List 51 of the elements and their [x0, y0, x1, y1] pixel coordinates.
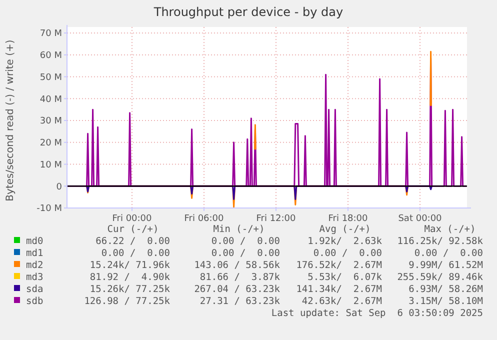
text: 176.52k/ 2.67M [296, 260, 382, 271]
y-tick-label: 30 M [40, 116, 62, 127]
text: Last update: Sat Sep 6 03:50:09 2025 [271, 308, 483, 319]
text: 0.00 / 0.00 [211, 248, 280, 259]
text: 81.66 / 3.87k [200, 272, 280, 283]
text: 15.26k/ 77.25k [90, 284, 170, 295]
text: 116.25k/ 92.58k [397, 236, 484, 247]
text: 255.59k/ 89.46k [397, 272, 484, 283]
text: 6.93M/ 58.26M [408, 284, 484, 295]
y-tick-label: 20 M [40, 138, 62, 149]
text: Max (-/+) [424, 224, 476, 235]
text: 0.00 / 0.00 [414, 248, 484, 259]
text: 143.06 / 58.56k [194, 260, 280, 271]
y-tick-label: 40 M [40, 94, 62, 105]
legend-label: md2 [26, 260, 44, 271]
text: 5.53k/ 6.07k [308, 272, 382, 283]
x-tick-label: Sat 00:00 [398, 214, 442, 224]
x-tick-label: Fri 00:00 [112, 214, 152, 224]
text: Cur (-/+) [107, 224, 159, 235]
x-tick-label: Fri 18:00 [328, 214, 368, 224]
x-tick-label: Fri 06:00 [184, 214, 224, 224]
y-tick-label: 50 M [40, 72, 62, 83]
text: Min (-/+) [213, 224, 265, 235]
y-tick-label: 70 M [40, 29, 62, 40]
y-axis-title: Bytes/second read (-) / write (+) [5, 40, 16, 202]
legend-label: md1 [26, 248, 44, 259]
y-tick-label: -10 M [36, 204, 62, 214]
text: 0.00 / 0.00 [101, 248, 170, 259]
legend-label: sda [26, 284, 44, 295]
text: 126.98 / 77.25k [84, 296, 170, 307]
text: 3.15M/ 58.10M [408, 296, 484, 307]
text: 141.34k/ 2.67M [296, 284, 382, 295]
legend-label: md0 [26, 236, 44, 247]
y-tick-label: 60 M [40, 51, 62, 62]
x-tick-label: Fri 12:00 [256, 214, 296, 224]
text: 81.92 / 4.90k [90, 272, 170, 283]
legend-label: sdb [26, 296, 44, 307]
text: 267.04 / 63.23k [194, 284, 280, 295]
text: 1.92k/ 2.63k [308, 236, 382, 247]
legend-label: md3 [26, 272, 44, 283]
y-tick-label: 0 [56, 182, 62, 192]
y-tick-label: 10 M [40, 160, 62, 170]
text: 27.31 / 63.23k [200, 296, 280, 307]
text: 0.00 / 0.00 [313, 248, 382, 259]
text: Avg (-/+) [319, 224, 371, 235]
chart-title: Throughput per device - by day [152, 5, 344, 19]
text: 15.24k/ 71.96k [90, 260, 170, 271]
text: 9.99M/ 61.52M [408, 260, 484, 271]
text: 66.22 / 0.00 [96, 236, 170, 247]
text: 42.63k/ 2.67M [302, 296, 382, 307]
text: 0.00 / 0.00 [211, 236, 280, 247]
